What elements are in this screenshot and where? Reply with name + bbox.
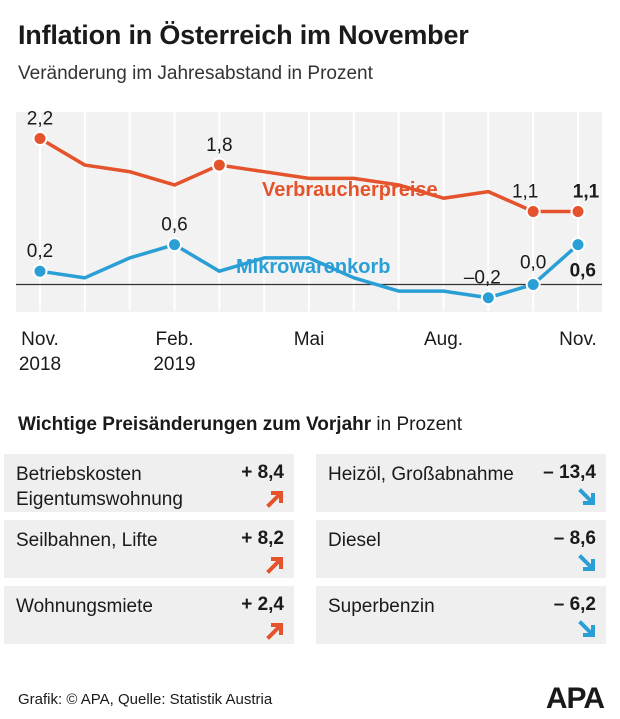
x-tick-label: 2019 (153, 354, 195, 375)
change-name: Diesel (328, 530, 381, 551)
change-cell-left-1: Seilbahnen, Lifte + 8,2 (4, 520, 294, 578)
arrow-down-right-icon (578, 620, 595, 637)
apa-logo: APA (545, 682, 605, 715)
data-point (480, 290, 496, 306)
data-label: –0,2 (464, 268, 501, 289)
data-label: 0,6 (161, 215, 187, 236)
change-value: + 8,4 (241, 462, 284, 483)
change-value: – 6,2 (553, 594, 596, 615)
change-value: + 8,2 (241, 528, 284, 549)
change-cell-left-0: Betriebskosten Eigentumswohnung + 8,4 (4, 454, 294, 512)
arrow-up-right-icon (266, 623, 283, 640)
series-line-0 (39, 137, 578, 214)
line-chart: 2,2 1,8 1,1 1,1 0,2 0,6 –0,2 0,0 0,6 Verbraucherp… (16, 109, 602, 375)
data-point (525, 276, 541, 292)
data-label: 1,1 (573, 182, 600, 203)
change-cell-left-2: Wohnungsmiete + 2,4 (4, 586, 294, 644)
change-name: Seilbahnen, Lifte (16, 530, 158, 551)
x-tick-label: Aug. (424, 329, 463, 350)
change-cell-right-1: Diesel – 8,6 (316, 520, 606, 578)
x-tick-label: Mai (294, 329, 325, 350)
change-name: Heizöl, Großabnahme (328, 464, 514, 485)
change-value: – 13,4 (543, 462, 596, 483)
data-label: 1,1 (512, 182, 538, 203)
data-point (211, 157, 227, 173)
x-tick-label: Nov. (559, 329, 597, 350)
data-point (32, 263, 48, 279)
source-credit: Grafik: © APA, Quelle: Statistik Austria (18, 691, 273, 708)
section-title: Wichtige Preisänderungen zum Vorjahr in … (18, 414, 462, 436)
change-name: Superbenzin (328, 596, 435, 617)
data-label: 2,2 (27, 109, 53, 130)
data-label: 1,8 (206, 135, 232, 156)
section-title-rest: in Prozent (371, 414, 462, 435)
data-point (167, 237, 182, 253)
page-subtitle: Veränderung im Jahresabstand in Prozent (18, 63, 373, 84)
x-tick-label: 2018 (19, 354, 61, 375)
data-label: 0,6 (570, 261, 596, 282)
arrow-up-right-icon (266, 491, 283, 508)
data-point (32, 131, 48, 147)
arrow-up-right-icon (266, 557, 283, 574)
data-point (570, 204, 586, 219)
change-cell-right-0: Heizöl, Großabnahme – 13,4 (316, 454, 606, 512)
change-cell-right-2: Superbenzin – 6,2 (316, 586, 606, 644)
change-name: Betriebskosten Eigentumswohnung (16, 464, 183, 510)
data-point (570, 237, 586, 253)
section-title-bold: Wichtige Preisänderungen zum Vorjahr (18, 414, 372, 435)
page-title: Inflation in Österreich im November (18, 20, 469, 50)
data-label: 0,0 (520, 252, 546, 273)
arrow-down-right-icon (578, 554, 595, 571)
data-label: 0,2 (27, 241, 53, 262)
x-tick-label: Feb. (155, 329, 193, 350)
change-value: – 8,6 (553, 528, 596, 549)
change-value: + 2,4 (241, 594, 284, 615)
data-point (525, 204, 541, 219)
arrow-down-right-icon (578, 488, 595, 505)
series-name-label: Mikrowarenkorb (236, 256, 390, 278)
x-tick-label: Nov. (21, 329, 59, 350)
series-name-label: Verbraucherpreise (262, 179, 438, 201)
change-name: Wohnungsmiete (16, 596, 153, 617)
